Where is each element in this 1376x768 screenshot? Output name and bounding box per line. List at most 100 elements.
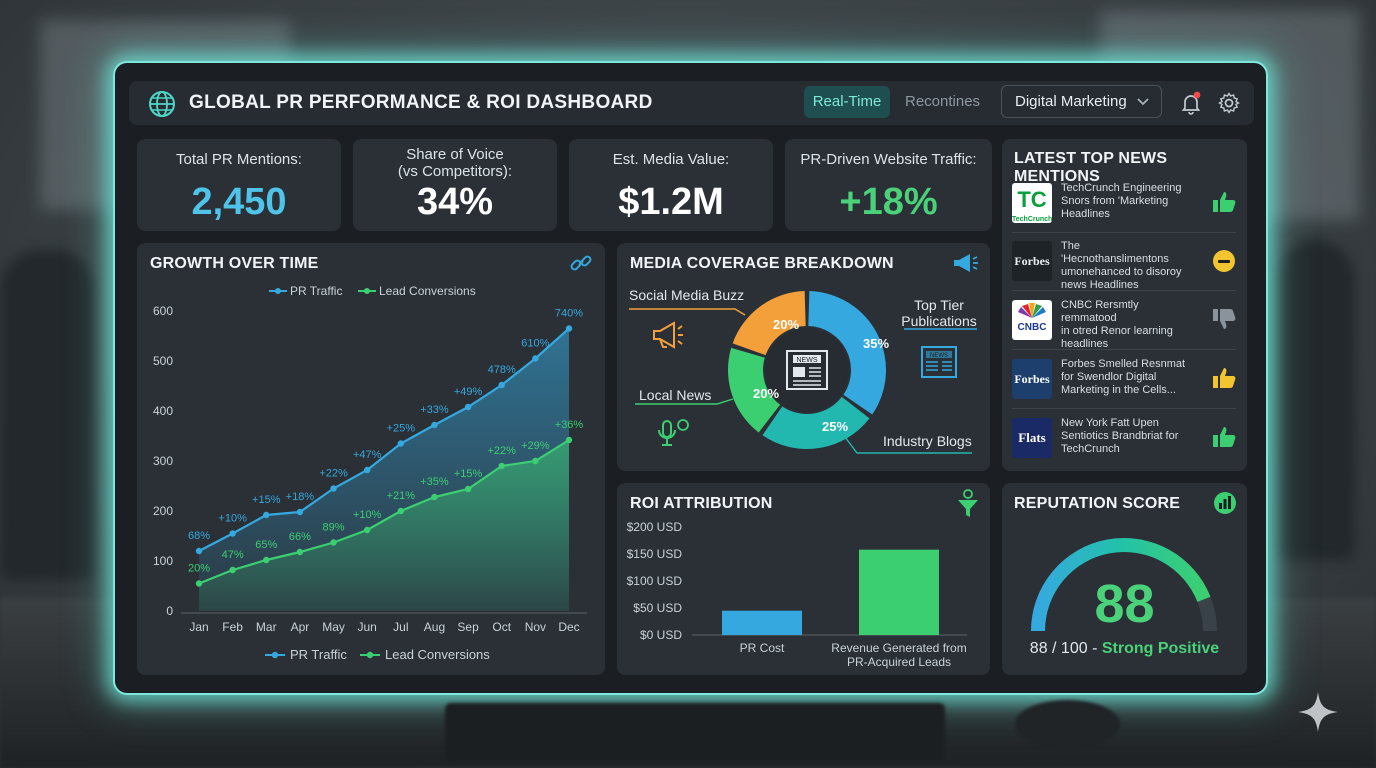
legend-lead-conversions: Lead Conversions	[379, 284, 476, 298]
gear-icon[interactable]	[1217, 91, 1241, 120]
x-tick-label: May	[322, 620, 345, 634]
data-point	[498, 462, 505, 470]
background-person	[0, 250, 95, 580]
data-point	[464, 485, 472, 493]
donut-hole	[765, 328, 849, 412]
data-point	[431, 493, 438, 501]
x-tick-label: Jul	[393, 620, 408, 634]
data-label: +15%	[252, 494, 281, 506]
data-point	[363, 466, 371, 474]
background-person	[1275, 240, 1355, 560]
kpi-value: 34%	[416, 181, 494, 223]
data-point	[296, 548, 304, 556]
data-point	[397, 507, 405, 515]
news-mentions-card: LATEST TOP NEWS MENTIONS TC TechCrunch Te…	[1002, 139, 1247, 471]
list-item[interactable]: TC TechCrunch TechCrunch Engineering Snors…	[1012, 177, 1236, 229]
kpi-label: (vs Competitors):	[397, 163, 513, 180]
data-label: +33%	[420, 404, 449, 416]
sparkle-icon	[1296, 690, 1340, 739]
tab-real-time[interactable]: Real-Time	[804, 86, 890, 118]
forbes-logo: Forbes	[1012, 359, 1052, 399]
list-item[interactable]: CNBC CNBC Rersmtly remmatood in otred Ren…	[1012, 294, 1236, 350]
kpi-card-website-traffic: PR-Driven Website Traffic: +18%	[785, 139, 992, 231]
x-tick-label: Nov	[525, 620, 546, 634]
label-local-news: Local News	[639, 387, 711, 403]
data-point	[565, 325, 573, 332]
kpi-label: PR-Driven Website Traffic:	[800, 151, 977, 168]
x-tick-label: Mar	[256, 620, 277, 634]
roi-bar-chart: PR Cost Revenue Generated from PR-Acquir…	[627, 520, 967, 669]
data-label: 89%	[323, 522, 345, 534]
data-label: +25%	[387, 423, 416, 435]
news-headline: CNBC Rersmtly remmatood in otred Renor le…	[1061, 299, 1173, 350]
y-tick-label: 300	[153, 454, 173, 468]
reputation-gauge	[1031, 538, 1217, 632]
slice-label: 25%	[822, 419, 848, 434]
tab-recontines[interactable]: Recontines	[905, 93, 981, 110]
media-coverage-title: MEDIA COVERAGE BREAKDOWN	[630, 255, 894, 272]
data-label: +29%	[521, 440, 550, 452]
data-label: +21%	[387, 490, 416, 502]
bar	[722, 610, 802, 635]
donut-slice	[762, 396, 870, 449]
mouse	[1015, 700, 1120, 748]
y-tick-label: $50 USD	[633, 601, 682, 615]
top-bar: GLOBAL PR PERFORMANCE & ROI DASHBOARD Re…	[129, 81, 1254, 125]
list-item[interactable]: Flats New York Fatt Upen Sentiotics Brand…	[1012, 412, 1236, 464]
x-tick-label: PR-Acquired Leads	[847, 655, 951, 669]
cnbc-logo: CNBC	[1012, 300, 1052, 340]
globe-icon	[147, 89, 177, 124]
data-point	[532, 355, 539, 362]
news-mentions-title: LATEST TOP NEWS MENTIONS	[1014, 150, 1168, 185]
data-point	[195, 547, 203, 555]
y-tick-label: 500	[153, 354, 173, 368]
data-label: 610%	[521, 338, 549, 350]
data-point	[330, 485, 337, 492]
list-item[interactable]: Forbes The 'Hecnothanslimentons umonehanc…	[1012, 235, 1236, 291]
data-label: +22%	[488, 445, 517, 457]
series-line	[198, 439, 570, 585]
data-label: +49%	[454, 386, 483, 398]
data-label: 68%	[188, 530, 210, 542]
megaphone-icon	[653, 321, 683, 349]
kpi-label: Est. Media Value:	[612, 151, 730, 168]
data-point	[195, 580, 203, 587]
data-label: +22%	[319, 468, 348, 480]
roi-attribution-card: ROI ATTRIBUTION PR Cost Revenue Generate…	[617, 483, 990, 675]
newspaper-icon: NEWS	[921, 346, 957, 378]
chevron-down-icon	[1137, 86, 1149, 128]
donut-slice	[808, 291, 886, 415]
data-label: +10%	[353, 509, 382, 521]
x-tick-label: Revenue Generated from	[831, 641, 966, 655]
media-donut-chart: Social Media Buzz Top Tier Publications …	[629, 287, 977, 454]
category-dropdown[interactable]: Digital Marketing	[1001, 85, 1162, 118]
data-label: 66%	[289, 531, 311, 543]
data-point	[498, 381, 505, 389]
series-line	[198, 327, 570, 552]
list-item[interactable]: Forbes Forbes Smelled Resnmat for Swendlo…	[1012, 353, 1236, 405]
data-point	[532, 457, 539, 465]
series-area	[199, 440, 569, 611]
reputation-status: 88 / 100 - Strong Positive	[1029, 640, 1220, 657]
legend-pr-traffic: PR Traffic	[290, 647, 347, 662]
x-tick-label: Apr	[291, 620, 310, 634]
growth-chart-title: GROWTH OVER TIME	[150, 255, 319, 272]
y-tick-label: 400	[153, 404, 173, 418]
link-icon[interactable]	[569, 251, 593, 280]
gauge-fill	[1031, 538, 1211, 632]
data-label: +35%	[420, 476, 449, 488]
y-tick-label: $150 USD	[627, 547, 683, 561]
microphone-icon	[658, 419, 689, 446]
y-tick-label: $0 USD	[640, 628, 682, 642]
y-tick-label: 100	[153, 554, 173, 568]
thumbs-up-icon	[1212, 367, 1236, 394]
bell-icon[interactable]	[1179, 91, 1203, 120]
y-tick-label: 0	[166, 604, 173, 618]
data-label: +47%	[353, 449, 382, 461]
kpi-label: Total PR Mentions:	[176, 151, 302, 168]
data-point	[330, 539, 337, 546]
forbes-logo: Forbes	[1012, 241, 1052, 281]
donut-slice	[728, 347, 781, 433]
reputation-score-value: 88	[1094, 574, 1155, 634]
slice-label: 35%	[863, 336, 889, 351]
